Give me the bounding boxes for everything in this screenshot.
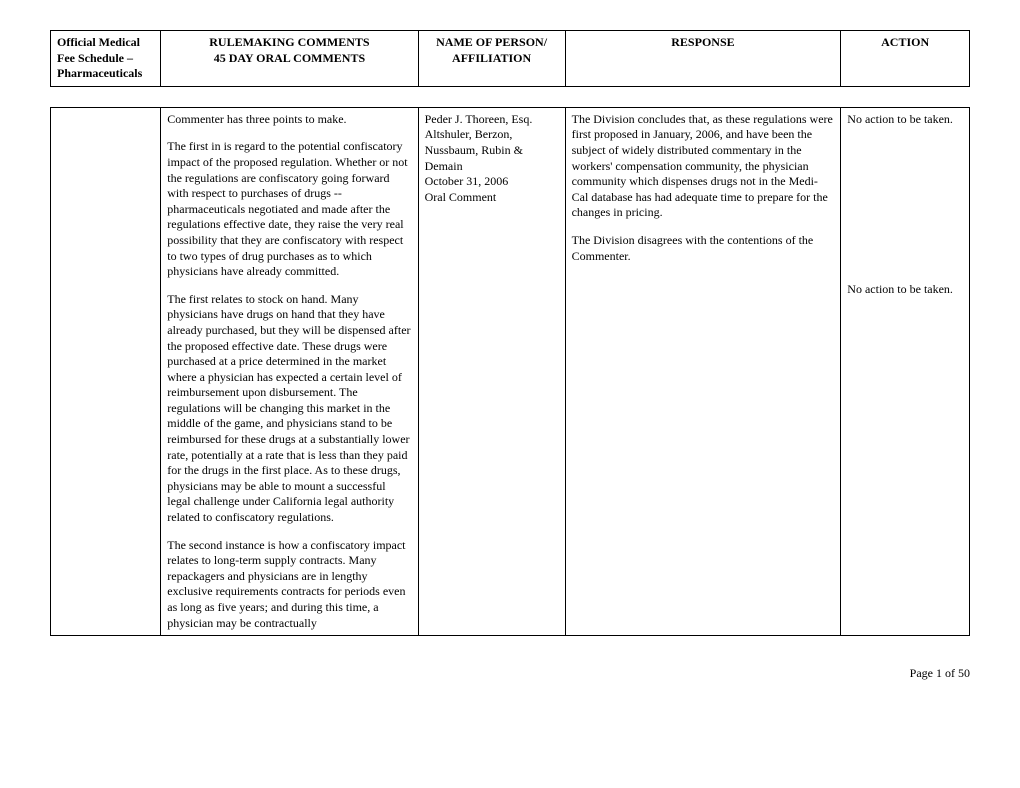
content-table: Commenter has three points to make. The … <box>50 107 970 636</box>
header-text-5: ACTION <box>881 35 929 49</box>
header-col2: RULEMAKING COMMENTS 45 DAY ORAL COMMENTS <box>161 31 418 87</box>
col3-line3: October 31, 2006 <box>425 174 559 190</box>
col3-line1: Peder J. Thoreen, Esq. <box>425 112 559 128</box>
col4-para2: The Division disagrees with the contenti… <box>572 233 835 264</box>
header-text-1: Official Medical Fee Schedule – Pharmace… <box>57 35 142 80</box>
content-col1 <box>51 107 161 635</box>
col2-para3: The first relates to stock on hand. Many… <box>167 292 411 526</box>
header-table: Official Medical Fee Schedule – Pharmace… <box>50 30 970 87</box>
header-col3: NAME OF PERSON/ AFFILIATION <box>418 31 565 87</box>
header-col4: RESPONSE <box>565 31 841 87</box>
content-col4: The Division concludes that, as these re… <box>565 107 841 635</box>
table-row: Commenter has three points to make. The … <box>51 107 970 635</box>
col4-para1: The Division concludes that, as these re… <box>572 112 835 221</box>
content-col3: Peder J. Thoreen, Esq. Altshuler, Berzon… <box>418 107 565 635</box>
content-col2: Commenter has three points to make. The … <box>161 107 418 635</box>
header-text-3: NAME OF PERSON/ AFFILIATION <box>436 35 547 65</box>
col2-para2: The first in is regard to the potential … <box>167 139 411 279</box>
col5-line1: No action to be taken. <box>847 112 963 128</box>
content-col5: No action to be taken. No action to be t… <box>841 107 970 635</box>
col2-para1: Commenter has three points to make. <box>167 112 411 128</box>
col3-line4: Oral Comment <box>425 190 559 206</box>
header-text-2: RULEMAKING COMMENTS 45 DAY ORAL COMMENTS <box>209 35 369 65</box>
col3-line2: Altshuler, Berzon, Nussbaum, Rubin & Dem… <box>425 127 559 174</box>
col2-para4: The second instance is how a confiscator… <box>167 538 411 632</box>
col5-line2: No action to be taken. <box>847 282 963 298</box>
header-col5: ACTION <box>841 31 970 87</box>
page-footer: Page 1 of 50 <box>50 666 970 681</box>
page-number: Page 1 of 50 <box>910 666 970 680</box>
header-col1: Official Medical Fee Schedule – Pharmace… <box>51 31 161 87</box>
header-text-4: RESPONSE <box>671 35 734 49</box>
